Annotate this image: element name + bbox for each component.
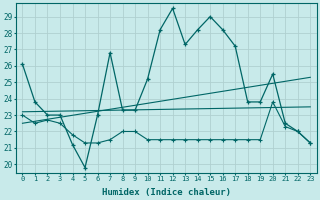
- X-axis label: Humidex (Indice chaleur): Humidex (Indice chaleur): [102, 188, 231, 197]
